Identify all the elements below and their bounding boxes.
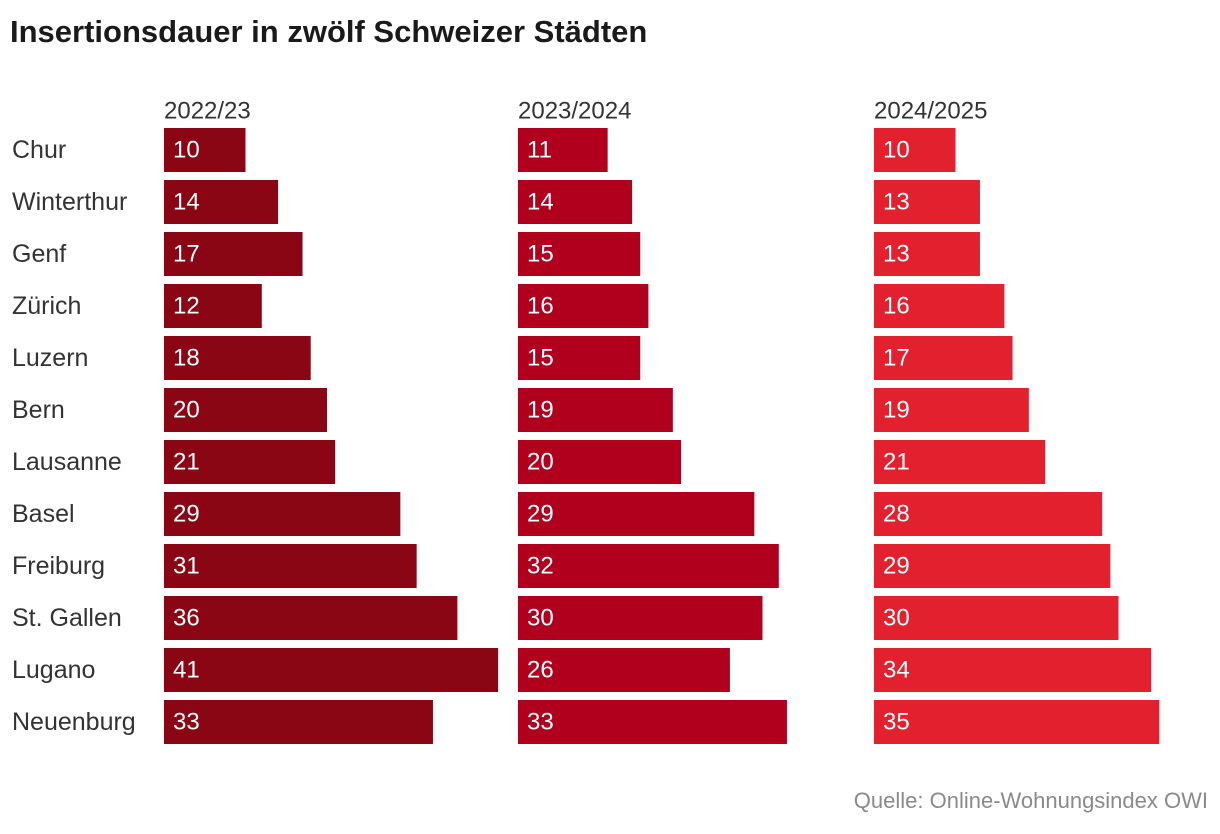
data-label: 26 xyxy=(527,657,554,684)
data-label: 14 xyxy=(173,189,200,216)
data-label: 13 xyxy=(883,241,910,268)
bar xyxy=(874,232,980,276)
bar xyxy=(874,700,1160,744)
bar xyxy=(874,284,1005,328)
bar xyxy=(164,440,336,484)
data-label: 17 xyxy=(173,241,200,268)
bar xyxy=(518,700,787,744)
bar xyxy=(874,648,1152,692)
category-label: Bern xyxy=(12,396,65,424)
category-label: Zürich xyxy=(12,292,81,320)
data-label: 18 xyxy=(173,345,200,372)
bar xyxy=(874,492,1103,536)
bar xyxy=(164,284,262,328)
data-label: 21 xyxy=(883,449,910,476)
data-label: 30 xyxy=(883,605,910,632)
chart-title: Insertionsdauer in zwölf Schweizer Städt… xyxy=(10,14,648,49)
category-label: Genf xyxy=(12,240,66,268)
data-label: 21 xyxy=(173,449,200,476)
data-label: 16 xyxy=(883,293,910,320)
data-label: 17 xyxy=(883,345,910,372)
bar xyxy=(164,492,401,536)
data-label: 15 xyxy=(527,345,554,372)
data-label: 16 xyxy=(527,293,554,320)
bar xyxy=(518,388,673,432)
bar xyxy=(164,544,417,588)
bar xyxy=(874,128,956,172)
data-label: 14 xyxy=(527,189,554,216)
bar xyxy=(874,388,1029,432)
data-label: 34 xyxy=(883,657,910,684)
data-label: 20 xyxy=(527,449,554,476)
bar xyxy=(164,596,458,640)
category-label: Freiburg xyxy=(12,552,105,580)
category-label: Winterthur xyxy=(12,188,127,216)
bar xyxy=(874,596,1119,640)
data-label: 36 xyxy=(173,605,200,632)
bar xyxy=(164,648,499,692)
category-label: Lausanne xyxy=(12,448,122,476)
bar xyxy=(518,232,641,276)
data-label: 32 xyxy=(527,553,554,580)
category-label: Lugano xyxy=(12,656,95,684)
category-label: Chur xyxy=(12,136,66,164)
data-label: 35 xyxy=(883,709,910,736)
data-label: 31 xyxy=(173,553,200,580)
bar xyxy=(164,232,303,276)
data-label: 20 xyxy=(173,397,200,424)
series-header: 2023/2024 xyxy=(518,98,631,125)
bar xyxy=(164,180,279,224)
data-label: 10 xyxy=(883,137,910,164)
category-label: Basel xyxy=(12,500,75,528)
data-label: 19 xyxy=(527,397,554,424)
category-label: St. Gallen xyxy=(12,604,122,632)
category-label: Luzern xyxy=(12,344,88,372)
data-label: 33 xyxy=(527,709,554,736)
bar xyxy=(518,284,649,328)
source-note: Quelle: Online-Wohnungsindex OWI xyxy=(853,788,1208,813)
bar xyxy=(874,544,1111,588)
data-label: 29 xyxy=(527,501,554,528)
data-label: 19 xyxy=(883,397,910,424)
bar xyxy=(874,336,1013,380)
bar xyxy=(874,180,980,224)
bar xyxy=(518,128,608,172)
data-label: 41 xyxy=(173,657,200,684)
series-header: 2024/2025 xyxy=(874,98,987,125)
data-label: 12 xyxy=(173,293,200,320)
bar xyxy=(518,648,730,692)
bar xyxy=(518,596,763,640)
data-label: 28 xyxy=(883,501,910,528)
bar xyxy=(518,544,779,588)
bar xyxy=(874,440,1046,484)
bar xyxy=(518,180,633,224)
bar xyxy=(164,128,246,172)
bar xyxy=(518,440,681,484)
category-label: Neuenburg xyxy=(12,708,136,736)
data-label: 33 xyxy=(173,709,200,736)
data-label: 13 xyxy=(883,189,910,216)
bar xyxy=(518,492,755,536)
data-label: 30 xyxy=(527,605,554,632)
bar xyxy=(164,336,311,380)
bar xyxy=(518,336,641,380)
data-label: 29 xyxy=(173,501,200,528)
bar xyxy=(164,700,433,744)
data-label: 11 xyxy=(527,137,552,164)
data-label: 15 xyxy=(527,241,554,268)
data-label: 29 xyxy=(883,553,910,580)
bar xyxy=(164,388,327,432)
series-header: 2022/23 xyxy=(164,98,251,125)
data-label: 10 xyxy=(173,137,200,164)
